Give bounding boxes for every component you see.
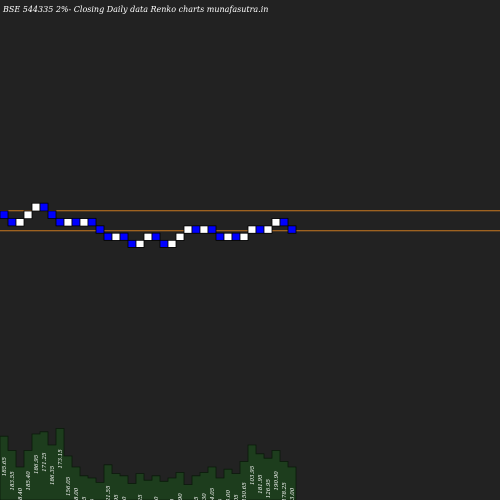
volume-label: 186.95: [34, 454, 40, 474]
volume-label: 138.00: [74, 487, 80, 500]
renko-brick-up: [15, 218, 25, 227]
volume-label: 186.35: [50, 465, 56, 485]
renko-brick-down: [287, 225, 297, 234]
volume-label: 102.35: [194, 496, 200, 500]
renko-brick-down: [0, 210, 9, 219]
renko-brick-down: [39, 202, 49, 212]
volume-label: 109.25: [138, 494, 144, 500]
volume-label: 121.05: [234, 494, 240, 500]
volume-label: 103.95: [250, 465, 256, 485]
volume-label: 106.90: [154, 496, 160, 500]
chart-title: BSE 544335 2%- Closing Daily data Renko …: [2, 5, 268, 14]
renko-brick-down: [127, 239, 137, 248]
renko-brick-down: [55, 217, 65, 227]
renko-brick-up: [79, 218, 89, 227]
renko-brick-down: [7, 217, 17, 227]
volume-label: 171.25: [42, 452, 48, 472]
renko-brick-down: [255, 225, 265, 234]
volume-label: 121.05: [90, 498, 96, 500]
volume-label: 185.40: [26, 471, 32, 491]
renko-brick-up: [247, 225, 257, 234]
volume-label: 190.90: [274, 471, 280, 491]
volume-label: 173.15: [58, 449, 64, 469]
renko-brick-down: [47, 210, 57, 219]
volume-label: 126.95: [266, 478, 272, 498]
renko-brick-down: [207, 225, 217, 234]
renko-brick-down: [191, 225, 201, 234]
renko-brick-down: [103, 232, 113, 241]
volume-label: 114.05: [210, 487, 216, 500]
renko-brick-down: [215, 232, 225, 241]
renko-brick-down: [95, 225, 105, 234]
renko-brick-up: [239, 232, 249, 241]
renko-brick-up: [271, 218, 281, 227]
volume-label: 113.00: [226, 489, 232, 500]
volume-label: 185.65: [2, 456, 8, 476]
volume-label: 112.50: [170, 498, 176, 500]
renko-brick-up: [31, 202, 41, 212]
renko-brick-down: [231, 232, 241, 241]
volume-label: 150.65: [242, 482, 248, 500]
renko-brick-up: [111, 232, 121, 241]
volume-label: 121.55: [106, 485, 112, 500]
volume-label: 105.90: [178, 493, 184, 500]
renko-brick-up: [23, 210, 33, 220]
renko-brick-up: [199, 225, 209, 234]
renko-brick-up: [135, 239, 145, 248]
volume-area: [0, 428, 297, 500]
renko-brick-down: [87, 217, 97, 227]
renko-brick-up: [183, 225, 193, 234]
volume-label: 188.40: [18, 487, 24, 500]
volume-label: 103.30: [202, 493, 208, 500]
volume-label: 156.05: [66, 476, 72, 496]
volume-label: 119.95: [114, 494, 120, 500]
renko-brick-up: [175, 232, 185, 241]
renko-brick-up: [167, 239, 177, 248]
renko-brick-up: [63, 218, 73, 227]
renko-brick-up: [263, 225, 273, 234]
renko-brick-down: [151, 232, 161, 241]
renko-brick-down: [71, 217, 81, 227]
volume-label: 110.30: [122, 496, 128, 500]
renko-brick-up: [143, 232, 153, 241]
volume-label: 181.95: [258, 474, 264, 494]
volume-area-shape: [0, 428, 297, 500]
volume-label: 183.55: [10, 471, 16, 491]
volume-label: 178.25: [282, 482, 288, 500]
renko-brick-down: [119, 232, 129, 241]
volume-label: 123.00: [290, 487, 296, 500]
volume-label: 152.75: [82, 496, 88, 500]
renko-brick-down: [159, 239, 169, 248]
renko-brick-down: [279, 217, 289, 227]
renko-brick-up: [223, 232, 233, 241]
renko-bricks: [0, 202, 297, 248]
volume-label: 117.55: [218, 498, 224, 500]
